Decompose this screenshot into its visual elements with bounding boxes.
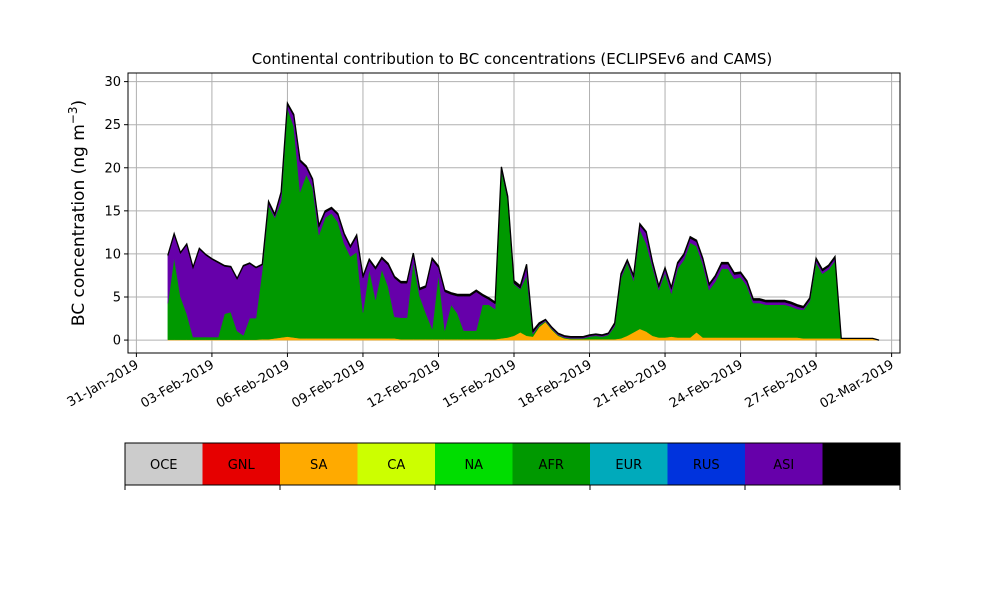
- y-tick-label: 10: [104, 247, 121, 262]
- x-tick-label: 09-Feb-2019: [289, 357, 368, 411]
- colorbar-legend: OCE GNL SA CA NA AFR EUR RUS ASI AUS: [124, 442, 901, 490]
- chart-title: Continental contribution to BC concentra…: [252, 50, 773, 68]
- legend-label: AUS: [848, 458, 875, 473]
- x-tick-label: 15-Feb-2019: [440, 357, 519, 411]
- legend-entry-ca: CA: [357, 443, 436, 485]
- y-axis-label-main: BC concentration (ng m: [69, 124, 89, 326]
- x-tick-label: 18-Feb-2019: [516, 357, 595, 411]
- plot-area: 0 5 10 15 20 25 30 31-Jan-201903-Feb-201906-Feb…: [65, 72, 901, 412]
- legend-label: RUS: [693, 458, 720, 473]
- legend-swatch: [435, 443, 513, 485]
- x-axis: 31-Jan-201903-Feb-201906-Feb-201909-Feb-…: [65, 353, 897, 412]
- legend-swatch: [590, 443, 668, 485]
- legend-label: GNL: [228, 458, 256, 473]
- legend-entry-eur: EUR: [590, 443, 668, 485]
- series-area-afr: [167, 108, 880, 341]
- legend-swatch: [357, 443, 436, 485]
- legend-entry-rus: RUS: [667, 443, 746, 485]
- legend-entry-na: NA: [435, 443, 513, 485]
- legend-label: EUR: [615, 458, 642, 473]
- x-tick-label: 02-Mar-2019: [817, 357, 896, 411]
- x-tick-label: 27-Feb-2019: [743, 357, 822, 411]
- legend-entry-aus: AUS: [822, 443, 901, 485]
- legend-entry-gnl: GNL: [202, 443, 281, 485]
- legend-label: CA: [387, 458, 405, 473]
- legend-label: SA: [310, 458, 327, 473]
- x-tick-label: 24-Feb-2019: [667, 357, 746, 411]
- y-axis-label: BC concentration (ng m−3): [66, 100, 89, 326]
- y-axis-label-tail: ): [69, 100, 89, 107]
- x-tick-label: 21-Feb-2019: [592, 357, 671, 411]
- legend-swatch: [512, 443, 591, 485]
- stacked-areas: [167, 100, 880, 341]
- legend-swatch: [202, 443, 281, 485]
- legend-label: NA: [464, 458, 483, 473]
- y-tick-label: 20: [104, 161, 121, 176]
- y-axis: 0 5 10 15 20 25 30: [104, 75, 128, 349]
- legend-swatch: [822, 443, 901, 485]
- x-tick-label: 03-Feb-2019: [138, 357, 217, 411]
- legend-entry-oce: OCE: [125, 443, 203, 485]
- legend-label: AFR: [539, 458, 564, 473]
- legend-swatch: [745, 443, 823, 485]
- x-tick-label: 12-Feb-2019: [365, 357, 444, 411]
- legend-swatch: [667, 443, 746, 485]
- legend-swatch: [125, 443, 203, 485]
- y-tick-label: 25: [104, 118, 121, 133]
- legend-entry-sa: SA: [280, 443, 358, 485]
- legend-entry-asi: ASI: [745, 443, 823, 485]
- x-tick-label: 31-Jan-2019: [65, 357, 142, 410]
- legend-label: ASI: [773, 458, 794, 473]
- y-axis-label-superscript: −3: [66, 106, 80, 124]
- total-outline: [167, 100, 880, 341]
- y-tick-label: 5: [113, 291, 121, 306]
- legend-label: OCE: [150, 458, 178, 473]
- y-tick-label: 0: [113, 334, 121, 349]
- y-tick-label: 15: [104, 204, 121, 219]
- legend-frame: [124, 442, 901, 486]
- legend-swatch: [280, 443, 358, 485]
- legend-entry-afr: AFR: [512, 443, 591, 485]
- x-tick-label: 06-Feb-2019: [214, 357, 293, 411]
- y-tick-label: 30: [104, 75, 121, 90]
